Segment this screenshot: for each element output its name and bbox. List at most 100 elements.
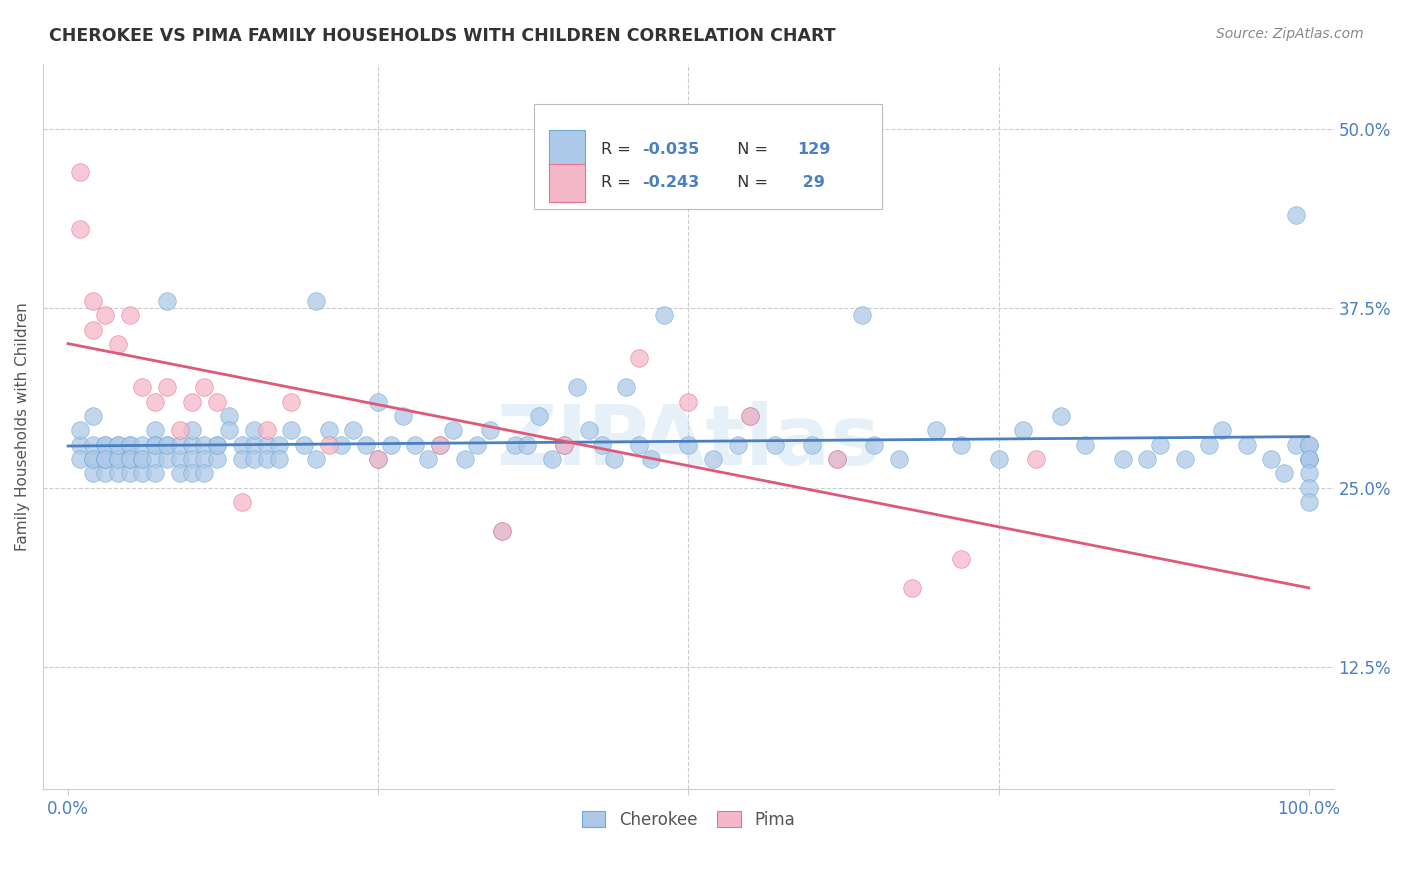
Point <box>94 437 117 451</box>
Point <box>143 452 166 467</box>
Point <box>181 437 204 451</box>
Point <box>169 467 191 481</box>
Point <box>118 437 141 451</box>
Text: -0.243: -0.243 <box>643 176 699 190</box>
Point <box>143 423 166 437</box>
Point <box>156 437 179 451</box>
Y-axis label: Family Households with Children: Family Households with Children <box>15 302 30 551</box>
Point <box>367 394 389 409</box>
Point <box>740 409 762 423</box>
Point <box>231 437 253 451</box>
Point <box>1298 481 1320 495</box>
Point <box>367 452 389 467</box>
Point <box>69 165 91 179</box>
Text: -0.035: -0.035 <box>643 142 699 157</box>
Point <box>1012 423 1035 437</box>
Text: 129: 129 <box>797 142 830 157</box>
Point <box>231 495 253 509</box>
Point <box>193 467 215 481</box>
Point <box>82 323 104 337</box>
Point <box>107 452 129 467</box>
Text: ZIPAtlas: ZIPAtlas <box>496 401 880 482</box>
Point <box>1298 437 1320 451</box>
Point <box>1298 467 1320 481</box>
Point <box>627 437 650 451</box>
Point <box>404 437 426 451</box>
Point <box>380 437 402 451</box>
Point <box>1236 437 1258 451</box>
Point <box>467 437 489 451</box>
Point <box>143 467 166 481</box>
Point <box>156 380 179 394</box>
Point <box>1111 452 1133 467</box>
Point <box>578 423 600 437</box>
Point <box>454 452 477 467</box>
Point <box>863 437 886 451</box>
FancyBboxPatch shape <box>533 104 882 209</box>
Point <box>256 452 278 467</box>
Point <box>82 409 104 423</box>
Point <box>193 380 215 394</box>
Point <box>516 437 538 451</box>
Point <box>367 452 389 467</box>
Point <box>429 437 451 451</box>
Point <box>231 452 253 467</box>
Point <box>678 394 700 409</box>
Point <box>143 394 166 409</box>
Point <box>107 467 129 481</box>
Point <box>169 437 191 451</box>
Point <box>82 467 104 481</box>
Point <box>1149 437 1171 451</box>
Point <box>441 423 464 437</box>
Point <box>825 452 848 467</box>
Point <box>429 437 451 451</box>
Point <box>118 452 141 467</box>
Point <box>392 409 415 423</box>
Point <box>627 351 650 366</box>
Point <box>950 437 973 451</box>
Point <box>740 409 762 423</box>
Point <box>193 452 215 467</box>
Point <box>94 467 117 481</box>
Point <box>118 467 141 481</box>
Point <box>553 437 575 451</box>
FancyBboxPatch shape <box>548 130 585 168</box>
Point <box>292 437 315 451</box>
Point <box>1136 452 1159 467</box>
Text: R =: R = <box>600 176 636 190</box>
Point <box>801 437 824 451</box>
Point <box>1272 467 1295 481</box>
Point <box>678 437 700 451</box>
Point <box>143 437 166 451</box>
Point <box>131 467 153 481</box>
FancyBboxPatch shape <box>548 164 585 202</box>
Point <box>1298 452 1320 467</box>
Point <box>529 409 551 423</box>
Point <box>1285 208 1308 222</box>
Point <box>267 452 290 467</box>
Point <box>193 437 215 451</box>
Point <box>900 581 922 595</box>
Legend: Cherokee, Pima: Cherokee, Pima <box>575 804 801 835</box>
Point <box>342 423 364 437</box>
Point <box>82 437 104 451</box>
Point <box>256 437 278 451</box>
Point <box>591 437 613 451</box>
Point <box>156 293 179 308</box>
Point <box>825 452 848 467</box>
Point <box>1198 437 1220 451</box>
Point <box>69 222 91 236</box>
Point <box>1174 452 1197 467</box>
Point <box>305 452 328 467</box>
Point <box>243 437 266 451</box>
Point <box>503 437 526 451</box>
Point <box>1260 452 1282 467</box>
Point <box>69 423 91 437</box>
Point <box>950 552 973 566</box>
Point <box>181 394 204 409</box>
Point <box>1074 437 1097 451</box>
Point <box>205 394 228 409</box>
Point <box>107 452 129 467</box>
Point <box>256 423 278 437</box>
Point <box>640 452 662 467</box>
